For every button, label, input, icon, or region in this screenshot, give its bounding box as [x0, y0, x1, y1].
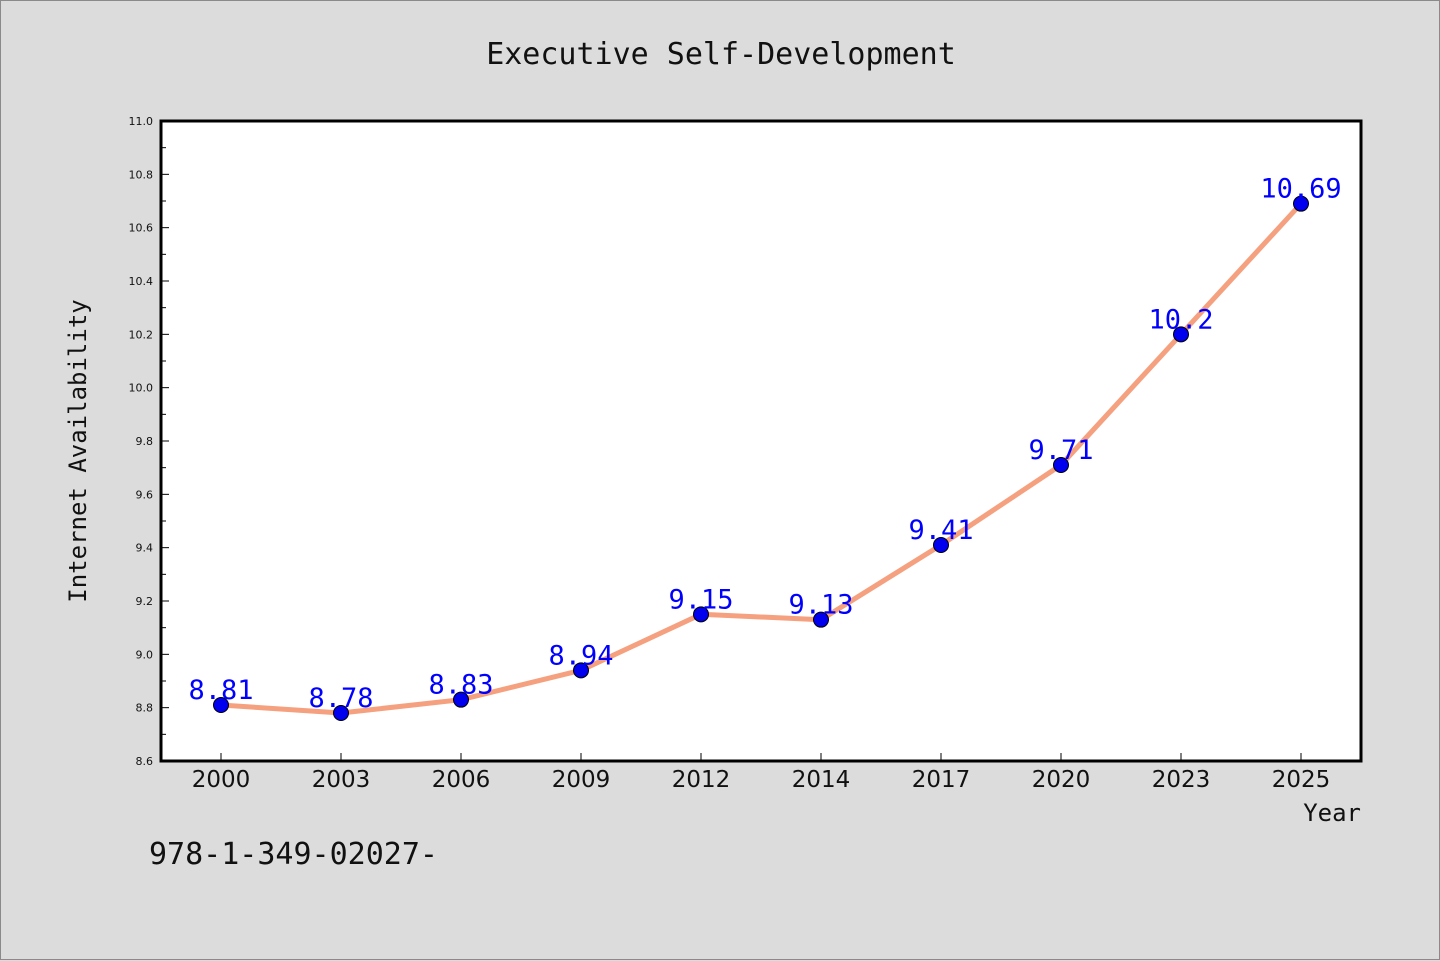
data-point [1053, 457, 1069, 473]
x-tick-label: 2012 [672, 767, 731, 793]
y-tick-label: 9.0 [136, 648, 154, 661]
x-tick-label: 2006 [432, 767, 491, 793]
x-tick-label: 2020 [1032, 767, 1091, 793]
x-tick-label: 2023 [1152, 767, 1211, 793]
data-label: 8.81 [188, 675, 253, 706]
data-label: 10.69 [1260, 174, 1341, 205]
data-point [213, 697, 229, 713]
data-point [813, 611, 829, 628]
y-axis-label: Internet Availability [64, 299, 92, 602]
y-tick-label: 9.8 [136, 435, 154, 448]
y-tick-label: 9.2 [136, 595, 154, 608]
x-tick-label: 2000 [192, 767, 251, 793]
x-axis-label: Year [1303, 799, 1361, 827]
series-markers [213, 195, 1309, 721]
data-point [333, 705, 349, 721]
y-tick-label: 10.2 [129, 328, 154, 341]
y-tick-label: 10.0 [129, 382, 154, 395]
data-label: 10.2 [1148, 304, 1213, 335]
data-point [573, 662, 589, 679]
y-axis-ticks: 8.6 8.8 9.0 9.2 9.4 9.6 9.8 10.0 10.2 10.4 10.6 10.… [129, 115, 169, 768]
x-axis-ticks: 2000 2003 2006 2009 2012 2014 2017 2020 2023 2025 [192, 753, 1331, 793]
data-point [453, 691, 469, 708]
data-label: 9.71 [1028, 435, 1093, 466]
data-point [1293, 195, 1309, 212]
annotation-text: 978-1-349-02027- [149, 837, 438, 872]
data-label: 8.78 [308, 683, 373, 714]
x-tick-label: 2009 [552, 767, 611, 793]
y-tick-label: 11.0 [129, 115, 154, 128]
x-tick-label: 2025 [1272, 767, 1331, 793]
series-line [218, 201, 1304, 716]
y-tick-label: 10.8 [129, 168, 154, 181]
x-tick-label: 2003 [312, 767, 371, 793]
x-tick-label: 2017 [912, 767, 971, 793]
data-label: 8.94 [548, 640, 613, 671]
data-point [933, 537, 949, 553]
y-tick-label: 10.4 [129, 275, 154, 288]
x-tick-label: 2014 [792, 767, 851, 793]
y-tick-label: 9.4 [136, 542, 154, 555]
y-tick-label: 8.6 [136, 755, 154, 768]
data-label: 8.83 [428, 670, 493, 701]
y-tick-label: 10.6 [129, 222, 154, 235]
data-label: 9.13 [788, 590, 853, 621]
chart-title: Executive Self-Development [486, 37, 956, 72]
data-label: 9.15 [668, 584, 733, 615]
y-tick-label: 8.8 [136, 702, 154, 715]
plot-area [159, 119, 1363, 763]
data-point [1173, 326, 1189, 343]
data-point [693, 606, 709, 623]
y-tick-label: 9.6 [136, 488, 154, 501]
data-labels: 8.81 8.78 8.83 8.94 9.15 9.13 9.41 9.71 10.2 10.6… [188, 174, 1341, 714]
data-label: 9.41 [908, 515, 973, 546]
